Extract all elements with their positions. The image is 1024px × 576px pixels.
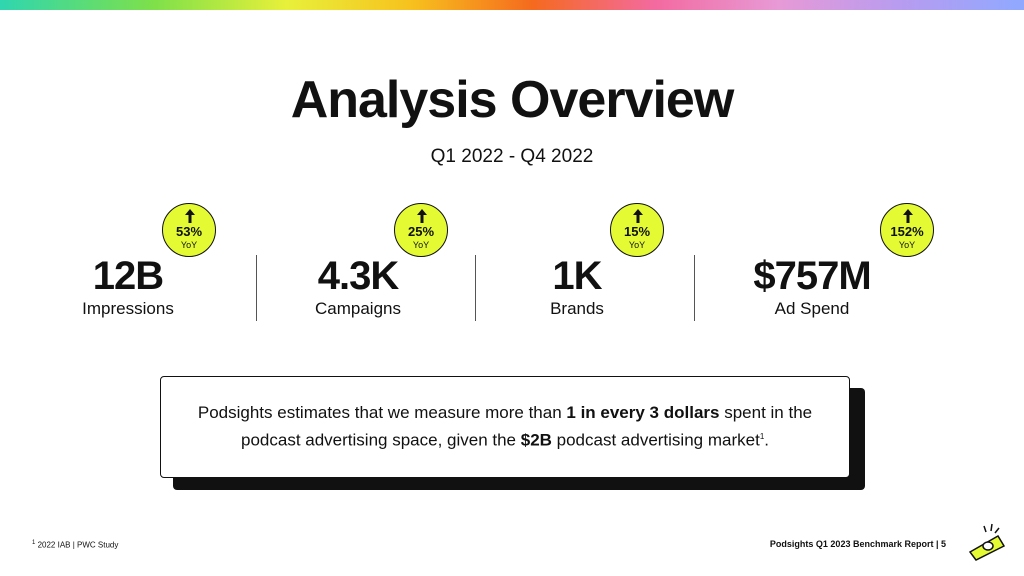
footnote: 1 2022 IAB | PWC Study (32, 540, 118, 550)
yoy-percent: 25% (407, 224, 435, 239)
yoy-label: YoY (180, 240, 198, 250)
stat-label: Campaigns (315, 299, 401, 318)
stat-value: 1K (552, 254, 602, 298)
stat-label: Brands (550, 299, 604, 318)
up-arrow-icon (185, 209, 195, 223)
up-arrow-icon (633, 209, 643, 223)
stat-value: 4.3K (317, 254, 400, 298)
report-footer: Podsights Q1 2023 Benchmark Report | 5 (769, 539, 946, 549)
stat-brands: 1K Brands (536, 252, 618, 320)
footnote-mark: 1 (32, 540, 36, 546)
yoy-percent: 53% (175, 224, 203, 239)
yoy-badge: 15% YoY (610, 203, 664, 257)
yoy-percent: 152% (890, 224, 924, 239)
callout-box: Podsights estimates that we measure more… (160, 376, 850, 478)
yoy-badge: 152% YoY (880, 203, 934, 257)
stat-value: 12B (92, 254, 164, 298)
stat-campaigns: 4.3K Campaigns (298, 252, 418, 320)
yoy-label: YoY (898, 240, 916, 250)
divider (475, 255, 476, 321)
up-arrow-icon (417, 209, 427, 223)
stat-label: Ad Spend (774, 299, 850, 318)
footnote-ref: 1 (759, 432, 765, 442)
callout-text-part: podcast advertising market (551, 430, 760, 450)
rainbow-header-bar (0, 0, 1024, 10)
stat-impressions: 12B Impressions (72, 252, 184, 320)
page-subtitle: Q1 2022 - Q4 2022 (430, 146, 594, 167)
stat-value: $757M (753, 254, 871, 298)
stat-label: Impressions (82, 299, 174, 318)
divider (694, 255, 695, 321)
callout-text-part: . (764, 430, 769, 450)
yoy-label: YoY (412, 240, 430, 250)
stat-ad-spend: $757M Ad Spend (732, 252, 892, 320)
callout-text-part: Podsights estimates that we measure more… (197, 403, 567, 423)
podsights-logo (968, 523, 1006, 561)
callout-text-part: spent in the podcast advertising space, … (241, 403, 813, 450)
page-title: Analysis Overview (290, 71, 735, 129)
yoy-label: YoY (628, 240, 646, 250)
yoy-percent: 15% (623, 224, 651, 239)
callout-highlight: $2B (520, 430, 552, 450)
divider (256, 255, 257, 321)
yoy-badge: 53% YoY (162, 203, 216, 257)
up-arrow-icon (903, 209, 913, 223)
callout-highlight: 1 in every 3 dollars (566, 403, 720, 423)
callout-text: Podsights estimates that we measure more… (181, 401, 829, 453)
footnote-text: 2022 IAB | PWC Study (37, 540, 119, 550)
yoy-badge: 25% YoY (394, 203, 448, 257)
